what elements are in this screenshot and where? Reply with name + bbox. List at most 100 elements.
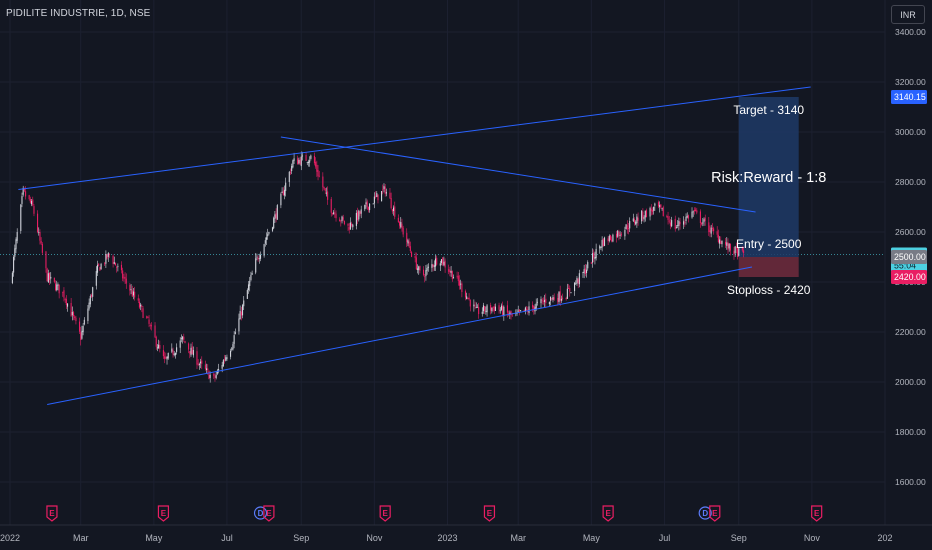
candle-body (71, 311, 73, 316)
candle-body (517, 310, 519, 312)
candle-body (264, 240, 266, 244)
candle-body (106, 254, 108, 259)
candle-body (190, 347, 192, 356)
candle-body (510, 310, 512, 315)
candle-body (258, 258, 260, 260)
time-tick-label: Sep (731, 533, 747, 543)
candle-body (667, 216, 669, 220)
candle-body (576, 278, 578, 284)
candle-body (330, 198, 332, 213)
candle-body (95, 271, 97, 286)
earnings-marker[interactable]: E (46, 505, 58, 522)
candle-body (461, 283, 463, 293)
candle-body (255, 258, 257, 273)
candle-body (464, 291, 467, 298)
candle-body (434, 258, 437, 267)
trendline[interactable] (47, 266, 753, 405)
earnings-marker[interactable]: E (602, 505, 614, 522)
dividend-marker[interactable]: D (698, 506, 712, 520)
candle-body (719, 239, 721, 244)
earnings-marker[interactable]: E (709, 505, 721, 522)
candle-body (82, 325, 84, 333)
candle-body (81, 330, 83, 339)
earnings-marker[interactable]: E (483, 505, 496, 522)
candle-body (377, 194, 379, 201)
price-tick-label: 3000.00 (895, 127, 926, 137)
candle-body (490, 305, 492, 311)
candle-body (523, 309, 525, 312)
candle-body (473, 304, 475, 307)
trendline[interactable] (18, 86, 811, 190)
candle-body (485, 310, 487, 312)
candle-body (239, 310, 241, 320)
time-axis[interactable]: 2022 Mar May Jul Sep Nov 2023 Mar May Jul Sep Nov 20… (0, 524, 932, 543)
candle-body (366, 201, 368, 207)
candle-body (317, 170, 319, 177)
candle-body (734, 246, 736, 254)
candle-body (123, 277, 125, 279)
candle-body (246, 290, 248, 299)
candle-body (559, 291, 561, 301)
candle-body (365, 202, 367, 205)
candle-body (591, 253, 594, 263)
candle-body (142, 308, 144, 318)
price-tick-label: 3400.00 (895, 27, 926, 37)
candle-body (140, 304, 142, 307)
candle-body (729, 243, 731, 251)
candle-body (590, 262, 592, 264)
candle-body (376, 193, 378, 198)
candle-body (122, 270, 124, 279)
candle-body (22, 187, 24, 195)
candle-body (89, 295, 91, 305)
currency-button[interactable]: INR (891, 5, 925, 24)
candle-body (131, 290, 133, 297)
candle-body (334, 212, 336, 214)
candle-body (129, 285, 131, 291)
stoploss-label: Stoploss - 2420 (727, 283, 811, 297)
candle-body (448, 269, 450, 272)
countdown-label: 55:04 (894, 261, 916, 271)
candle-body (482, 305, 485, 312)
candle-body (300, 156, 302, 167)
candle-body (587, 262, 589, 269)
candle-body (233, 335, 235, 344)
candle-body (650, 209, 652, 211)
candle-body (583, 269, 585, 273)
candle-body (162, 350, 164, 357)
candle-body (533, 305, 535, 311)
candle-body (352, 224, 354, 228)
candle-body (243, 300, 245, 307)
candle-body (499, 309, 501, 312)
candle-body (502, 305, 504, 315)
earnings-icon (263, 505, 275, 522)
candle-body (641, 210, 643, 222)
candle-body (475, 307, 477, 308)
earnings-icon (379, 505, 391, 522)
earnings-marker[interactable]: E (157, 505, 170, 522)
candle-body (738, 248, 740, 256)
candle-body (13, 256, 15, 273)
candle-body (154, 325, 156, 338)
candle-body (23, 188, 25, 191)
earnings-marker[interactable]: E (379, 505, 391, 522)
candle-body (578, 273, 580, 285)
candle-body (492, 306, 494, 308)
trendline[interactable] (280, 136, 756, 213)
candle-body (114, 262, 117, 266)
candle-body (503, 306, 505, 317)
candle-body (215, 374, 217, 378)
earnings-marker[interactable]: E (811, 505, 823, 522)
candle-body (562, 297, 564, 299)
candle-body (267, 234, 269, 237)
trendlines[interactable] (18, 86, 811, 405)
candle-body (221, 365, 223, 369)
candle-body (247, 284, 250, 291)
earnings-marker[interactable]: E (263, 505, 275, 522)
candle-body (38, 232, 40, 233)
candle-body (299, 159, 301, 165)
time-tick-label: Mar (73, 533, 89, 543)
dividend-marker[interactable]: D (253, 506, 268, 520)
